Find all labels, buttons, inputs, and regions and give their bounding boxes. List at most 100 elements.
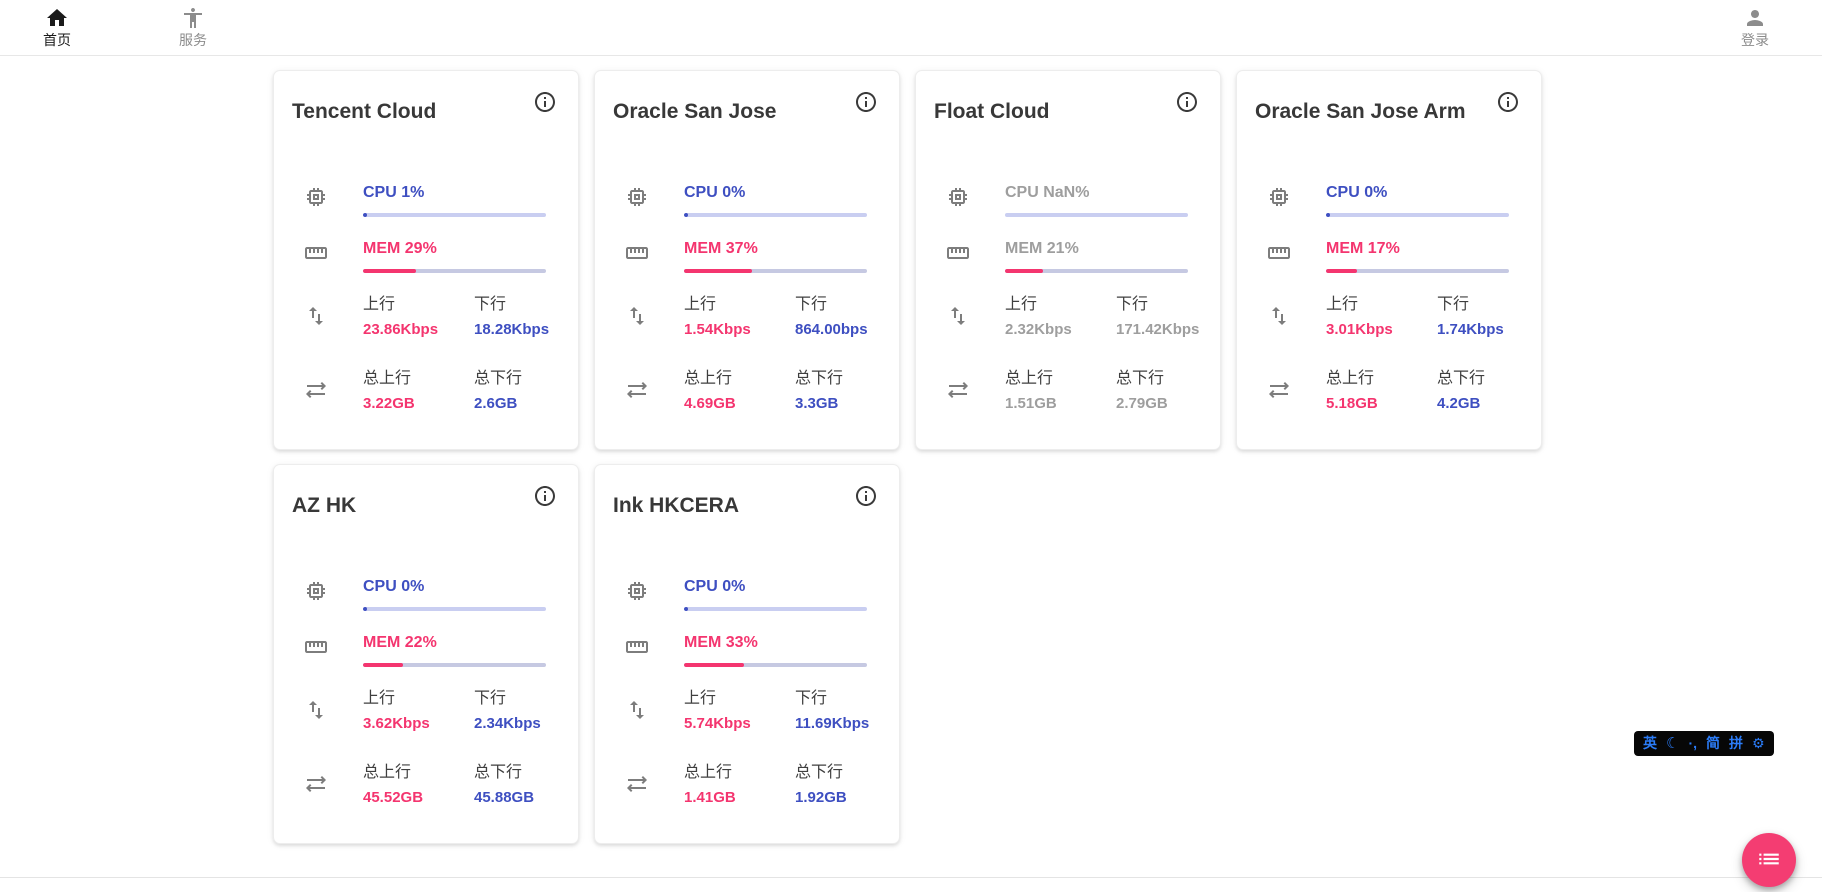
nav-home-label: 首页 <box>43 32 71 48</box>
total-download-label: 总下行 <box>795 370 844 387</box>
ime-fullwidth-moon-icon[interactable]: ☾ <box>1666 735 1680 752</box>
mem-progress-bar <box>684 269 867 273</box>
info-icon[interactable] <box>853 484 879 510</box>
ime-language-toggle[interactable]: 英 <box>1643 735 1657 751</box>
cpu-usage-label: CPU 0% <box>1326 184 1388 201</box>
total-traffic-row: 总上行 5.18GB 总下行 4.2GB <box>1237 369 1541 413</box>
up-down-arrows-icon <box>304 689 363 733</box>
cpu-usage-label: CPU 1% <box>363 184 425 201</box>
upload-stat: 上行 3.62Kbps <box>363 689 474 733</box>
info-icon[interactable] <box>532 90 558 116</box>
total-upload-value: 1.41GB <box>684 789 736 806</box>
swap-arrows-icon <box>304 763 363 807</box>
cpu-chip-icon <box>304 183 363 217</box>
server-card: Float Cloud CPU NaN% MEM 21% <box>915 70 1221 450</box>
download-stat: 下行 864.00bps <box>795 295 906 339</box>
server-list-fab[interactable] <box>1742 833 1796 887</box>
nav-login-label: 登录 <box>1741 32 1769 48</box>
total-traffic-row: 总上行 45.52GB 总下行 45.88GB <box>274 763 578 807</box>
cpu-usage-label: CPU 0% <box>363 578 425 595</box>
nav-item-login[interactable]: 登录 <box>1725 6 1785 47</box>
cpu-row: CPU NaN% <box>916 183 1220 217</box>
mem-usage-label: MEM 29% <box>363 240 437 257</box>
cpu-progress-bar <box>363 607 546 611</box>
total-download-stat: 总下行 1.92GB <box>795 763 906 807</box>
total-upload-stat: 总上行 1.41GB <box>684 763 795 807</box>
up-down-arrows-icon <box>946 295 1005 339</box>
mem-row: MEM 22% <box>274 633 578 667</box>
mem-progress-bar <box>363 663 546 667</box>
total-download-value: 2.6GB <box>474 395 518 412</box>
info-icon[interactable] <box>1174 90 1200 116</box>
info-icon[interactable] <box>532 484 558 510</box>
footer-divider <box>0 877 1822 878</box>
net-speed-row: 上行 1.54Kbps 下行 864.00bps <box>595 295 899 339</box>
mem-progress-bar <box>684 663 867 667</box>
nav-item-services[interactable]: 服务 <box>163 6 223 47</box>
total-upload-value: 1.51GB <box>1005 395 1057 412</box>
cpu-usage-label: CPU 0% <box>684 578 746 595</box>
server-name: AZ HK <box>292 494 357 517</box>
info-icon[interactable] <box>853 90 879 116</box>
cpu-row: CPU 0% <box>595 577 899 611</box>
total-traffic-row: 总上行 3.22GB 总下行 2.6GB <box>274 369 578 413</box>
total-upload-stat: 总上行 4.69GB <box>684 369 795 413</box>
total-upload-stat: 总上行 45.52GB <box>363 763 474 807</box>
net-speed-row: 上行 5.74Kbps 下行 11.69Kbps <box>595 689 899 733</box>
total-upload-value: 4.69GB <box>684 395 736 412</box>
total-download-label: 总下行 <box>474 764 523 781</box>
total-download-label: 总下行 <box>1437 370 1486 387</box>
up-down-arrows-icon <box>625 689 684 733</box>
ime-simplified-toggle[interactable]: 简 <box>1706 735 1721 751</box>
up-down-arrows-icon <box>1267 295 1326 339</box>
cpu-progress-bar <box>1326 213 1509 217</box>
download-value: 2.34Kbps <box>474 715 541 732</box>
total-traffic-row: 总上行 4.69GB 总下行 3.3GB <box>595 369 899 413</box>
download-value: 11.69Kbps <box>795 715 870 732</box>
mem-row: MEM 21% <box>916 239 1220 273</box>
download-label: 下行 <box>795 690 828 707</box>
upload-value: 3.62Kbps <box>363 715 430 732</box>
upload-value: 23.86Kbps <box>363 321 439 338</box>
cpu-chip-icon <box>1267 183 1326 217</box>
cpu-chip-icon <box>304 577 363 611</box>
download-label: 下行 <box>795 296 828 313</box>
cpu-row: CPU 0% <box>1237 183 1541 217</box>
total-traffic-row: 总上行 1.51GB 总下行 2.79GB <box>916 369 1220 413</box>
download-stat: 下行 18.28Kbps <box>474 295 585 339</box>
memory-ruler-icon <box>304 633 363 667</box>
info-icon[interactable] <box>1495 90 1521 116</box>
ime-gear-icon[interactable]: ⚙ <box>1752 735 1765 751</box>
server-name: Oracle San Jose Arm <box>1255 100 1466 123</box>
net-speed-row: 上行 23.86Kbps 下行 18.28Kbps <box>274 295 578 339</box>
server-card: AZ HK CPU 0% MEM 22% <box>273 464 579 844</box>
ime-punctuation-toggle[interactable]: ·, <box>1688 735 1698 751</box>
nav-item-home[interactable]: 首页 <box>27 6 87 47</box>
total-download-stat: 总下行 2.6GB <box>474 369 585 413</box>
total-upload-label: 总上行 <box>684 370 733 387</box>
nav-services-label: 服务 <box>179 32 207 48</box>
download-label: 下行 <box>1116 296 1149 313</box>
server-card: Oracle San Jose CPU 0% MEM 37% <box>594 70 900 450</box>
mem-row: MEM 29% <box>274 239 578 273</box>
download-label: 下行 <box>474 690 507 707</box>
upload-label: 上行 <box>1326 296 1359 313</box>
total-download-value: 45.88GB <box>474 789 535 806</box>
up-down-arrows-icon <box>625 295 684 339</box>
net-speed-row: 上行 2.32Kbps 下行 171.42Kbps <box>916 295 1220 339</box>
memory-ruler-icon <box>625 633 684 667</box>
mem-row: MEM 17% <box>1237 239 1541 273</box>
server-name: Tencent Cloud <box>292 100 437 123</box>
top-nav-bar: 首页 服务 登录 <box>0 0 1822 56</box>
server-card: Ink HKCERA CPU 0% MEM 33% <box>594 464 900 844</box>
person-icon <box>1743 6 1767 30</box>
up-down-arrows-icon <box>304 295 363 339</box>
mem-usage-label: MEM 33% <box>684 634 758 651</box>
mem-usage-label: MEM 22% <box>363 634 437 651</box>
server-name: Ink HKCERA <box>613 494 740 517</box>
server-card: Oracle San Jose Arm CPU 0% MEM 17% <box>1236 70 1542 450</box>
cpu-row: CPU 1% <box>274 183 578 217</box>
download-value: 1.74Kbps <box>1437 321 1504 338</box>
cpu-chip-icon <box>625 577 684 611</box>
ime-pinyin-toggle[interactable]: 拼 <box>1729 735 1744 751</box>
